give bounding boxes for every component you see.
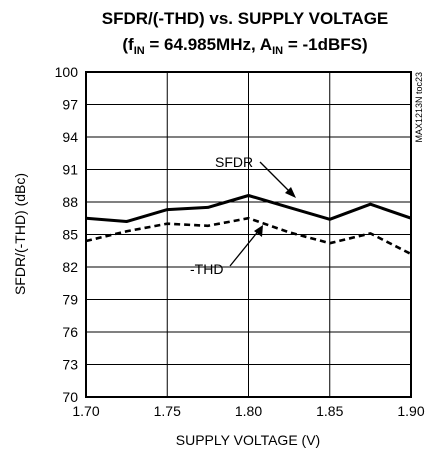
y-tick-label: 76 — [62, 324, 78, 340]
tick-layer: 70 73 76 79 82 85 88 91 94 97 100 1.70 1.75 1.80 1.85 1… — [55, 64, 425, 419]
annotation-sfdr-arrowhead — [285, 187, 296, 198]
y-tick-label: 85 — [62, 227, 78, 243]
series-line-sfdr — [85, 194, 412, 223]
x-tick-label: 1.75 — [154, 403, 181, 419]
subtitle-part-mid: = 64.985MHz, A — [145, 35, 272, 54]
x-tick-label: 1.90 — [397, 403, 424, 419]
annotation-thd-arrowhead — [254, 225, 263, 237]
annotation-sfdr: SFDR — [215, 154, 253, 170]
chart-title: SFDR/(-THD) vs. SUPPLY VOLTAGE — [102, 9, 389, 28]
y-tick-label: 88 — [62, 194, 78, 210]
x-tick-label: 1.85 — [316, 403, 343, 419]
subtitle-part-open: (f — [122, 35, 134, 54]
x-tick-label: 1.80 — [235, 403, 262, 419]
x-tick-label: 1.70 — [72, 403, 99, 419]
subtitle-part-in2: IN — [272, 45, 283, 57]
series-line-thd — [85, 216, 412, 256]
y-tick-label: 97 — [62, 97, 78, 113]
subtitle-part-in1: IN — [134, 45, 145, 57]
y-tick-label: 73 — [62, 357, 78, 373]
y-tick-label: 94 — [62, 129, 78, 145]
series-layer — [85, 194, 412, 256]
figure-id-label: MAX1213N toc23 — [414, 72, 424, 143]
subtitle-part-close: = -1dBFS) — [283, 35, 368, 54]
y-tick-label: 82 — [62, 259, 78, 275]
plot-frame — [85, 71, 412, 398]
annotation-thd-arrow — [229, 228, 261, 267]
annotation-sfdr-arrow — [259, 161, 294, 196]
y-tick-label: 91 — [62, 162, 78, 178]
y-tick-label: 100 — [55, 64, 79, 80]
y-axis-label: SFDR/(-THD) (dBc) — [12, 173, 28, 295]
annotation-thd: -THD — [190, 261, 223, 277]
chart-subtitle: (fIN = 64.985MHz, AIN = -1dBFS) — [122, 35, 367, 57]
x-axis-label: SUPPLY VOLTAGE (V) — [176, 432, 320, 448]
y-tick-label: 79 — [62, 292, 78, 308]
y-tick-label: 70 — [62, 389, 78, 405]
